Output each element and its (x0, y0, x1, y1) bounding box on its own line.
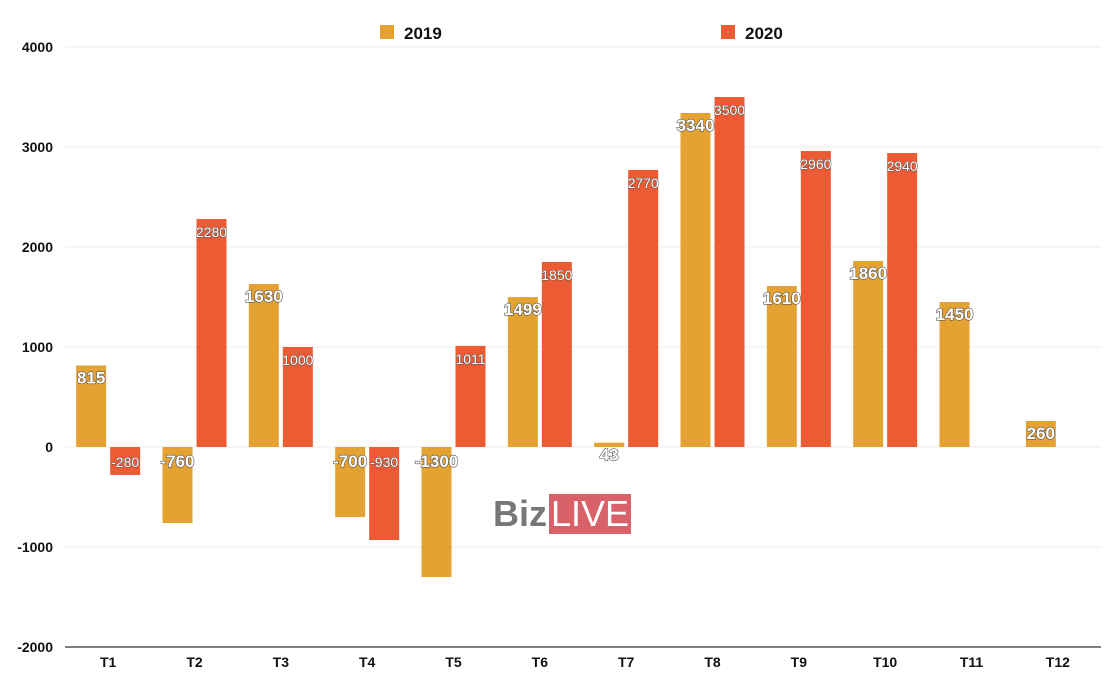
watermark-live: LIVE (549, 493, 632, 534)
data-label: 1499 (504, 300, 542, 319)
legend-swatch-2020 (721, 25, 735, 39)
data-label: 2770 (628, 175, 659, 191)
x-tick-label: T8 (704, 654, 721, 670)
data-label: 815 (77, 369, 105, 388)
y-tick-label: 3000 (22, 139, 53, 155)
y-tick-label: 1000 (22, 339, 53, 355)
legend-label-2020: 2020 (745, 24, 783, 43)
bar-2019-T2 (162, 447, 193, 523)
bar-2020-T3 (282, 347, 313, 447)
gridlines (65, 46, 1101, 548)
data-label: 2960 (800, 156, 831, 172)
bar-2019-T1 (76, 365, 107, 447)
data-label: 3500 (714, 102, 745, 118)
bar-2019-T10 (853, 261, 884, 447)
data-label: -930 (370, 454, 398, 470)
x-tick-label: T12 (1046, 654, 1070, 670)
bar-2019-T8 (680, 113, 711, 447)
x-tick-label: T9 (791, 654, 808, 670)
bar-2020-T1 (110, 447, 141, 475)
bar-2019-T9 (766, 286, 797, 447)
bar-2020-T6 (541, 262, 572, 447)
x-tick-label: T11 (960, 654, 984, 670)
data-label: 1860 (849, 264, 887, 283)
data-label: 1450 (936, 305, 974, 324)
data-label: -1300 (415, 452, 458, 471)
data-label: 1630 (245, 287, 283, 306)
bar-2020-T5 (455, 345, 486, 447)
y-tick-label: 0 (45, 439, 53, 455)
x-tick-label: T3 (273, 654, 290, 670)
bar-2020-T2 (196, 219, 227, 447)
x-tick-label: T6 (532, 654, 549, 670)
bar-2019-T3 (248, 284, 279, 447)
data-label: 2940 (887, 158, 918, 174)
x-tick-label: T10 (873, 654, 897, 670)
data-label: 1000 (282, 352, 313, 368)
data-label: -280 (111, 454, 139, 470)
data-labels: 815 -280 -760 2280 1630 1000 -700 -930 -1300 1011… (76, 102, 1055, 472)
bars (76, 97, 1056, 577)
watermark-biz: Biz (493, 493, 547, 534)
data-label: 2280 (196, 224, 227, 240)
bar-2019-T11 (939, 302, 970, 447)
y-tick-label: -2000 (17, 639, 53, 655)
bar-2019-T6 (507, 297, 538, 447)
data-label: 260 (1027, 424, 1055, 443)
bar-2020-T7 (628, 170, 659, 447)
bar-2019-T5 (421, 447, 452, 577)
data-label: 1850 (541, 267, 572, 283)
data-label: 1011 (455, 351, 485, 367)
x-tick-label: T5 (445, 654, 462, 670)
data-label: -760 (160, 452, 194, 471)
bizlive-watermark: Biz LIVE (493, 493, 632, 534)
bar-2019-T4 (335, 447, 366, 517)
x-tick-label: T7 (618, 654, 635, 670)
y-tick-label: -1000 (17, 539, 53, 555)
x-axis-ticks: T1 T2 T3 T4 T5 T6 T7 T8 T9 T10 T11 T12 (100, 654, 1070, 670)
y-tick-label: 2000 (22, 239, 53, 255)
x-tick-label: T2 (186, 654, 203, 670)
x-tick-label: T4 (359, 654, 376, 670)
bar-2019-T12 (1025, 421, 1056, 447)
bar-2020-T10 (887, 153, 918, 447)
y-tick-label: 4000 (22, 39, 53, 55)
legend: 2019 2020 (380, 24, 783, 43)
data-label: 43 (600, 446, 619, 465)
x-tick-label: T1 (100, 654, 117, 670)
bar-2019-T7 (594, 442, 625, 447)
legend-label-2019: 2019 (404, 24, 442, 43)
data-label: 1610 (763, 289, 801, 308)
data-label: 3340 (677, 116, 715, 135)
data-label: -700 (333, 452, 367, 471)
bar-2020-T8 (714, 97, 745, 447)
bar-2020-T9 (800, 151, 831, 447)
legend-swatch-2019 (380, 25, 394, 39)
bar-2020-T4 (369, 447, 400, 540)
y-axis-ticks: 4000 3000 2000 1000 0 -1000 -2000 (17, 39, 53, 655)
